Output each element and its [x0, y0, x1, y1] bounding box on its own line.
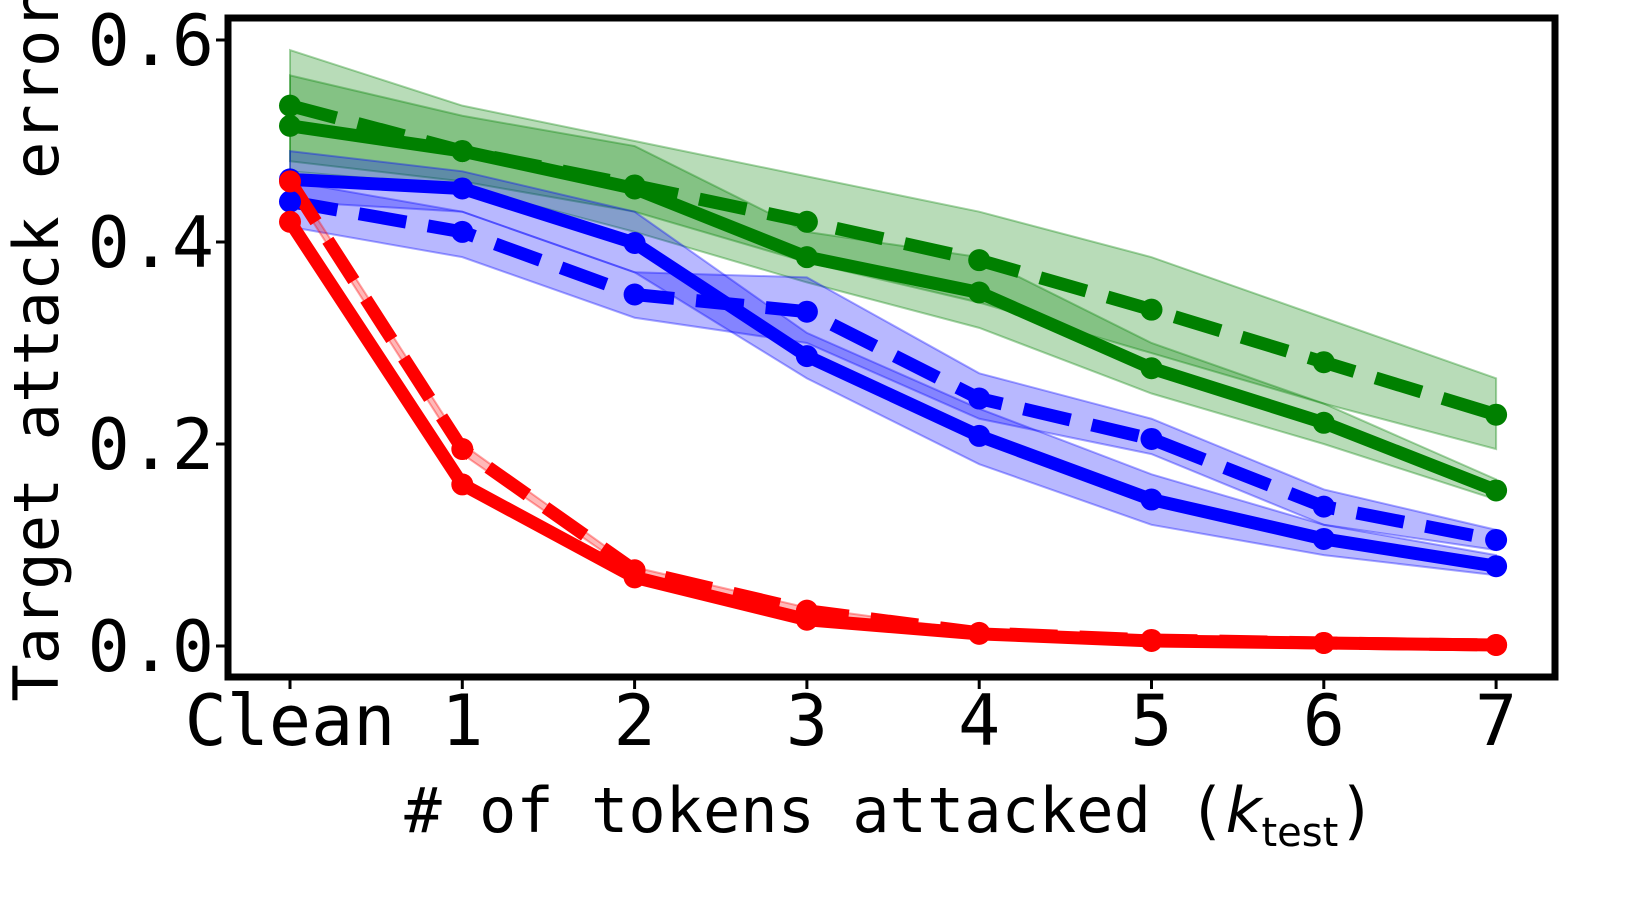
- data-point: [623, 177, 646, 200]
- x-axis-ticks: Clean 1 2 3 4 5 6 7: [185, 677, 1517, 762]
- data-point: [1485, 403, 1508, 426]
- data-point: [623, 566, 646, 589]
- x-axis-label-suffix: ): [1338, 774, 1375, 847]
- data-point: [968, 281, 991, 304]
- x-axis-label-sub: test: [1261, 810, 1338, 856]
- x-axis-label: # of tokens attacked (ktest): [404, 774, 1375, 856]
- data-point: [279, 190, 301, 213]
- plot-frame: [224, 14, 1559, 681]
- data-point: [1485, 479, 1508, 502]
- data-point: [279, 94, 301, 117]
- data-point: [451, 140, 474, 163]
- x-tick-label: 5: [1130, 680, 1172, 762]
- confidence-bands: [289, 48, 1498, 647]
- x-axis-label-var: k: [1226, 774, 1264, 847]
- y-tick-label: 0.0: [88, 606, 214, 688]
- data-point: [1312, 411, 1335, 434]
- data-point: [1485, 528, 1508, 551]
- data-point: [1485, 555, 1508, 578]
- data-point: [451, 438, 474, 461]
- x-tick-label: 2: [614, 680, 656, 762]
- data-point: [968, 249, 991, 272]
- data-point: [1312, 495, 1335, 518]
- data-point: [968, 387, 991, 410]
- data-point: [795, 300, 818, 323]
- data-point: [968, 424, 991, 447]
- series-lines: [284, 99, 1499, 652]
- x-tick-label: 4: [958, 680, 1000, 762]
- data-point: [1485, 633, 1508, 656]
- data-point: [1312, 527, 1335, 550]
- data-point: [279, 210, 301, 233]
- data-point: [451, 177, 474, 200]
- data-point: [1312, 351, 1335, 374]
- y-axis-ticks: 0.0 0.2 0.4 0.6: [88, 0, 228, 688]
- data-point: [279, 114, 301, 137]
- data-point: [623, 283, 646, 306]
- data-point: [1140, 357, 1163, 380]
- x-tick-label: 1: [441, 680, 483, 762]
- y-tick-label: 0.4: [88, 202, 214, 284]
- x-tick-label: 6: [1303, 680, 1345, 762]
- data-point: [279, 170, 301, 193]
- y-tick-label: 0.6: [88, 0, 214, 82]
- series-band: [289, 48, 1498, 451]
- series-line: [288, 195, 1498, 547]
- x-tick-label: 3: [786, 680, 828, 762]
- data-point: [451, 473, 474, 496]
- x-tick-label: 7: [1475, 680, 1517, 762]
- data-point: [1140, 427, 1163, 450]
- data-point: [968, 622, 991, 645]
- data-point: [623, 232, 646, 255]
- data-point: [1312, 631, 1335, 654]
- data-point: [795, 210, 818, 233]
- data-point: [795, 345, 818, 368]
- x-tick-label: Clean: [185, 680, 396, 762]
- y-axis-label: Target attack error: [0, 0, 73, 702]
- x-axis-label-prefix: # of tokens attacked (: [404, 774, 1225, 847]
- data-point: [1140, 298, 1163, 321]
- data-point: [795, 608, 818, 631]
- series-points: [279, 94, 1508, 656]
- data-point: [1140, 488, 1163, 511]
- series-line: [289, 119, 1499, 497]
- data-point: [795, 246, 818, 269]
- data-point: [1140, 629, 1163, 652]
- y-tick-label: 0.2: [88, 404, 214, 486]
- series-line: [284, 218, 1497, 652]
- data-point: [451, 220, 474, 243]
- series-line: [289, 172, 1498, 573]
- series-band: [289, 74, 1498, 501]
